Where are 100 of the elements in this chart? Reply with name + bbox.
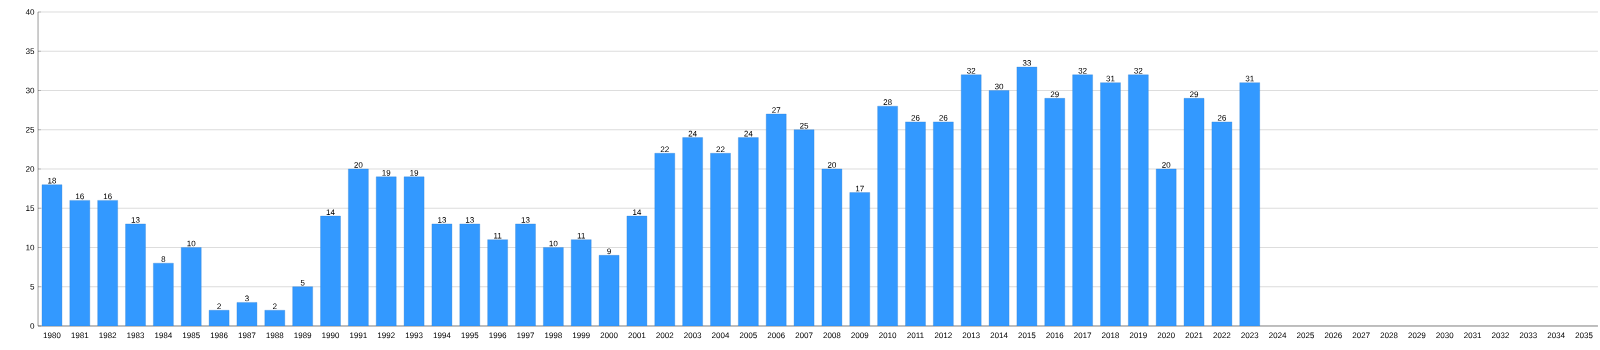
data-label: 31 xyxy=(1245,75,1254,82)
x-tick-label: 2005 xyxy=(739,332,757,339)
y-tick-label: 5 xyxy=(30,283,35,290)
data-label: 16 xyxy=(75,193,84,200)
y-tick-label: 35 xyxy=(25,48,35,55)
x-tick-label: 1987 xyxy=(238,332,256,339)
data-label: 2 xyxy=(217,303,221,310)
bar xyxy=(459,223,480,326)
x-tick-label: 2024 xyxy=(1269,332,1287,339)
x-tick-label: 1981 xyxy=(71,332,89,339)
data-label: 17 xyxy=(855,185,864,192)
data-label: 13 xyxy=(131,217,140,223)
x-tick-label: 2016 xyxy=(1046,332,1064,339)
data-label: 2 xyxy=(272,303,277,310)
data-label: 32 xyxy=(1134,67,1143,74)
bar xyxy=(766,113,787,326)
bar xyxy=(264,310,285,326)
data-label: 20 xyxy=(827,162,837,168)
bar xyxy=(1128,74,1149,326)
bar xyxy=(41,184,63,326)
data-label: 5 xyxy=(300,279,305,286)
x-tick-label: 2008 xyxy=(823,332,841,339)
x-tick-label: 1998 xyxy=(545,332,562,339)
data-label: 26 xyxy=(1217,115,1226,121)
data-label: 24 xyxy=(744,130,753,137)
bar xyxy=(208,310,230,326)
x-tick-label: 2034 xyxy=(1547,332,1565,339)
data-label: 19 xyxy=(382,169,391,176)
bar xyxy=(598,255,620,326)
data-label: 3 xyxy=(245,295,249,302)
x-tick-label: 2025 xyxy=(1296,332,1315,339)
x-tick-label: 2033 xyxy=(1519,332,1537,339)
bar xyxy=(69,200,90,326)
x-tick-label: 2011 xyxy=(907,332,924,339)
bar xyxy=(487,239,508,326)
x-tick-label: 1986 xyxy=(210,332,228,339)
x-tick-label: 1991 xyxy=(350,332,367,339)
y-tick-label: 30 xyxy=(25,87,35,94)
bar xyxy=(181,247,202,326)
x-tick-label: 1997 xyxy=(517,332,534,339)
x-tick-label: 1989 xyxy=(294,332,312,339)
data-label: 28 xyxy=(883,99,892,105)
bar xyxy=(431,223,453,326)
bar xyxy=(1183,98,1205,326)
bar xyxy=(1239,82,1260,326)
data-label: 11 xyxy=(494,232,502,239)
bar xyxy=(1016,66,1038,326)
x-tick-label: 1990 xyxy=(322,332,340,339)
bar xyxy=(1156,168,1177,326)
data-label: 10 xyxy=(187,240,196,247)
bar xyxy=(710,153,731,326)
data-label: 22 xyxy=(716,146,725,153)
x-tick-label: 2018 xyxy=(1101,332,1120,339)
bar xyxy=(793,129,815,326)
x-tick-label: 2020 xyxy=(1157,332,1175,339)
x-tick-label: 2015 xyxy=(1018,332,1036,339)
data-label: 14 xyxy=(326,209,335,215)
data-label: 30 xyxy=(994,83,1004,90)
x-tick-label: 1993 xyxy=(405,332,423,339)
x-tick-label: 2021 xyxy=(1185,332,1203,339)
data-label: 13 xyxy=(465,217,474,223)
x-tick-label: 2031 xyxy=(1464,332,1482,339)
x-tick-label: 2013 xyxy=(962,332,980,339)
x-tick-label: 2032 xyxy=(1491,332,1509,339)
data-label: 13 xyxy=(438,217,447,223)
bar xyxy=(1072,74,1093,326)
x-tick-label: 2012 xyxy=(934,332,952,339)
bar xyxy=(682,137,703,326)
x-tick-label: 2000 xyxy=(600,332,618,339)
data-label: 31 xyxy=(1106,75,1115,82)
x-tick-label: 1980 xyxy=(43,332,61,339)
x-tick-label: 1985 xyxy=(182,332,200,339)
y-tick-label: 10 xyxy=(26,244,35,251)
x-tick-label: 2019 xyxy=(1129,332,1147,339)
data-label: 11 xyxy=(577,232,585,239)
data-label: 27 xyxy=(772,107,781,113)
x-tick-label: 2004 xyxy=(712,332,730,339)
data-label: 22 xyxy=(660,146,669,153)
data-label: 32 xyxy=(967,67,976,74)
bar xyxy=(821,168,843,326)
bar xyxy=(988,90,1010,326)
bar xyxy=(403,176,425,326)
x-tick-label: 2006 xyxy=(767,332,785,339)
bar xyxy=(961,74,982,326)
bar xyxy=(320,215,341,326)
x-tick-label: 2029 xyxy=(1408,332,1426,339)
data-label: 9 xyxy=(607,248,611,255)
x-tick-label: 1999 xyxy=(572,332,590,339)
data-label: 29 xyxy=(1050,91,1059,98)
x-tick-label: 1996 xyxy=(489,332,507,339)
x-tick-label: 1983 xyxy=(127,332,145,339)
x-tick-label: 2001 xyxy=(628,332,646,339)
x-tick-label: 2002 xyxy=(656,332,674,339)
data-label: 18 xyxy=(48,177,57,184)
data-label: 26 xyxy=(939,115,948,121)
bar xyxy=(654,153,675,326)
bar xyxy=(97,200,118,326)
bar xyxy=(626,215,648,326)
data-label: 25 xyxy=(800,122,809,129)
y-tick-label: 15 xyxy=(26,205,35,212)
